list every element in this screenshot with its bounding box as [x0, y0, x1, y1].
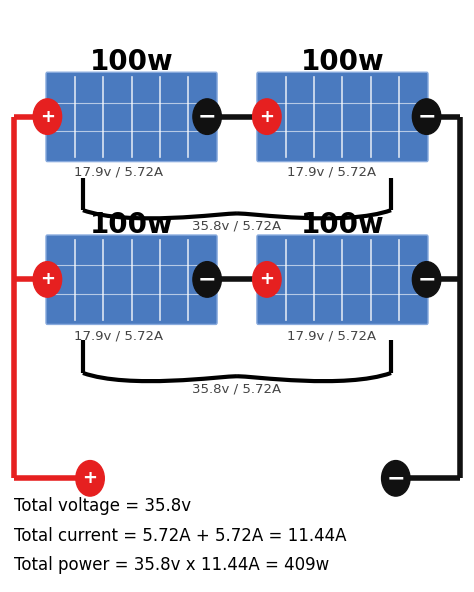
Circle shape	[76, 461, 104, 496]
Circle shape	[253, 262, 281, 297]
FancyBboxPatch shape	[257, 235, 428, 324]
Text: 100w: 100w	[301, 48, 384, 76]
Text: −: −	[386, 468, 405, 488]
FancyBboxPatch shape	[257, 72, 428, 162]
Text: 17.9v / 5.72A: 17.9v / 5.72A	[287, 165, 376, 178]
Text: +: +	[259, 108, 274, 126]
Text: 17.9v / 5.72A: 17.9v / 5.72A	[74, 165, 163, 178]
Text: 17.9v / 5.72A: 17.9v / 5.72A	[74, 330, 163, 343]
FancyBboxPatch shape	[46, 235, 217, 324]
Text: 100w: 100w	[301, 211, 384, 239]
Text: +: +	[40, 108, 55, 126]
Text: 35.8v / 5.72A: 35.8v / 5.72A	[192, 382, 282, 395]
Text: 17.9v / 5.72A: 17.9v / 5.72A	[287, 330, 376, 343]
FancyBboxPatch shape	[46, 72, 217, 162]
Circle shape	[253, 99, 281, 134]
Text: −: −	[198, 107, 217, 127]
Circle shape	[193, 99, 221, 134]
Text: Total power = 35.8v x 11.44A = 409w: Total power = 35.8v x 11.44A = 409w	[14, 556, 329, 574]
Text: +: +	[40, 271, 55, 288]
Circle shape	[33, 262, 62, 297]
Circle shape	[193, 262, 221, 297]
Text: −: −	[417, 107, 436, 127]
Text: 35.8v / 5.72A: 35.8v / 5.72A	[192, 220, 282, 233]
Text: −: −	[417, 269, 436, 289]
Text: 100w: 100w	[90, 48, 173, 76]
Text: +: +	[259, 271, 274, 288]
Text: Total current = 5.72A + 5.72A = 11.44A: Total current = 5.72A + 5.72A = 11.44A	[14, 527, 346, 545]
Text: Total voltage = 35.8v: Total voltage = 35.8v	[14, 497, 191, 515]
Circle shape	[33, 99, 62, 134]
Circle shape	[382, 461, 410, 496]
Text: 100w: 100w	[90, 211, 173, 239]
Circle shape	[412, 99, 441, 134]
Circle shape	[412, 262, 441, 297]
Text: +: +	[82, 469, 98, 487]
Text: −: −	[198, 269, 217, 289]
